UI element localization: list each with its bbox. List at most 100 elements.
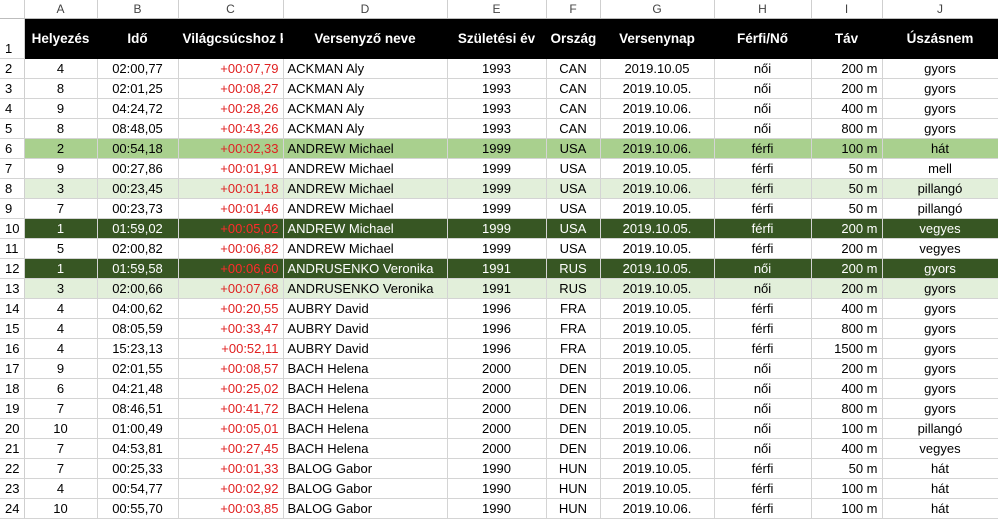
cell-distance[interactable]: 100 m bbox=[811, 138, 883, 159]
cell-birth-year[interactable]: 1999 bbox=[447, 218, 547, 239]
cell-distance[interactable]: 800 m bbox=[811, 398, 883, 419]
cell-world-record-delta[interactable]: +00:33,47 bbox=[178, 318, 284, 339]
cell-race-day[interactable]: 2019.10.06. bbox=[600, 378, 715, 399]
cell-stroke[interactable]: gyors bbox=[882, 338, 998, 359]
cell-gender[interactable]: női bbox=[714, 418, 812, 439]
row-number[interactable]: 23 bbox=[0, 478, 25, 499]
cell-distance[interactable]: 800 m bbox=[811, 118, 883, 139]
cell-distance[interactable]: 100 m bbox=[811, 418, 883, 439]
cell-time[interactable]: 02:00,77 bbox=[97, 58, 179, 79]
cell-position[interactable]: 8 bbox=[24, 118, 98, 139]
header-country[interactable]: Ország bbox=[546, 18, 601, 59]
cell-country[interactable]: FRA bbox=[546, 338, 601, 359]
column-letter-h[interactable]: H bbox=[714, 0, 812, 19]
cell-swimmer-name[interactable]: ANDREW Michael bbox=[283, 218, 448, 239]
cell-position[interactable]: 7 bbox=[24, 398, 98, 419]
cell-distance[interactable]: 50 m bbox=[811, 198, 883, 219]
cell-swimmer-name[interactable]: BACH Helena bbox=[283, 398, 448, 419]
cell-distance[interactable]: 400 m bbox=[811, 438, 883, 459]
cell-world-record-delta[interactable]: +00:01,18 bbox=[178, 178, 284, 199]
cell-country[interactable]: RUS bbox=[546, 278, 601, 299]
cell-stroke[interactable]: gyors bbox=[882, 298, 998, 319]
cell-gender[interactable]: férfi bbox=[714, 498, 812, 519]
cell-country[interactable]: USA bbox=[546, 138, 601, 159]
cell-position[interactable]: 9 bbox=[24, 158, 98, 179]
cell-distance[interactable]: 400 m bbox=[811, 98, 883, 119]
column-letter-f[interactable]: F bbox=[546, 0, 601, 19]
cell-gender[interactable]: férfi bbox=[714, 158, 812, 179]
cell-race-day[interactable]: 2019.10.05. bbox=[600, 218, 715, 239]
cell-swimmer-name[interactable]: BALOG Gabor bbox=[283, 498, 448, 519]
cell-race-day[interactable]: 2019.10.06. bbox=[600, 398, 715, 419]
cell-race-day[interactable]: 2019.10.06. bbox=[600, 118, 715, 139]
cell-position[interactable]: 2 bbox=[24, 138, 98, 159]
cell-birth-year[interactable]: 1993 bbox=[447, 98, 547, 119]
cell-position[interactable]: 3 bbox=[24, 278, 98, 299]
cell-world-record-delta[interactable]: +00:02,92 bbox=[178, 478, 284, 499]
cell-country[interactable]: DEN bbox=[546, 358, 601, 379]
cell-gender[interactable]: férfi bbox=[714, 178, 812, 199]
cell-gender[interactable]: női bbox=[714, 378, 812, 399]
row-number[interactable]: 13 bbox=[0, 278, 25, 299]
cell-time[interactable]: 04:21,48 bbox=[97, 378, 179, 399]
cell-distance[interactable]: 200 m bbox=[811, 238, 883, 259]
cell-birth-year[interactable]: 1990 bbox=[447, 498, 547, 519]
cell-country[interactable]: CAN bbox=[546, 118, 601, 139]
cell-gender[interactable]: férfi bbox=[714, 198, 812, 219]
cell-birth-year[interactable]: 1993 bbox=[447, 78, 547, 99]
cell-time[interactable]: 01:59,02 bbox=[97, 218, 179, 239]
cell-race-day[interactable]: 2019.10.05. bbox=[600, 198, 715, 219]
cell-stroke[interactable]: gyors bbox=[882, 398, 998, 419]
cell-time[interactable]: 08:05,59 bbox=[97, 318, 179, 339]
cell-distance[interactable]: 200 m bbox=[811, 218, 883, 239]
cell-distance[interactable]: 800 m bbox=[811, 318, 883, 339]
cell-world-record-delta[interactable]: +00:02,33 bbox=[178, 138, 284, 159]
column-letter-e[interactable]: E bbox=[447, 0, 547, 19]
cell-world-record-delta[interactable]: +00:41,72 bbox=[178, 398, 284, 419]
cell-position[interactable]: 5 bbox=[24, 238, 98, 259]
cell-gender[interactable]: férfi bbox=[714, 338, 812, 359]
cell-gender[interactable]: férfi bbox=[714, 238, 812, 259]
cell-stroke[interactable]: gyors bbox=[882, 278, 998, 299]
cell-stroke[interactable]: gyors bbox=[882, 358, 998, 379]
header-birth-year[interactable]: Születési év bbox=[447, 18, 547, 59]
cell-race-day[interactable]: 2019.10.05 bbox=[600, 58, 715, 79]
row-number[interactable]: 1 bbox=[0, 18, 25, 59]
cell-country[interactable]: USA bbox=[546, 178, 601, 199]
column-letter-i[interactable]: I bbox=[811, 0, 883, 19]
cell-distance[interactable]: 100 m bbox=[811, 478, 883, 499]
cell-position[interactable]: 6 bbox=[24, 378, 98, 399]
cell-swimmer-name[interactable]: BACH Helena bbox=[283, 358, 448, 379]
cell-world-record-delta[interactable]: +00:28,26 bbox=[178, 98, 284, 119]
cell-stroke[interactable]: pillangó bbox=[882, 198, 998, 219]
cell-swimmer-name[interactable]: ACKMAN Aly bbox=[283, 118, 448, 139]
cell-stroke[interactable]: pillangó bbox=[882, 418, 998, 439]
cell-distance[interactable]: 50 m bbox=[811, 178, 883, 199]
cell-birth-year[interactable]: 2000 bbox=[447, 398, 547, 419]
row-number[interactable]: 12 bbox=[0, 258, 25, 279]
cell-gender[interactable]: férfi bbox=[714, 458, 812, 479]
cell-position[interactable]: 1 bbox=[24, 218, 98, 239]
cell-world-record-delta[interactable]: +00:01,91 bbox=[178, 158, 284, 179]
row-number[interactable]: 8 bbox=[0, 178, 25, 199]
cell-stroke[interactable]: gyors bbox=[882, 58, 998, 79]
cell-swimmer-name[interactable]: ACKMAN Aly bbox=[283, 98, 448, 119]
cell-race-day[interactable]: 2019.10.05. bbox=[600, 78, 715, 99]
cell-race-day[interactable]: 2019.10.06. bbox=[600, 138, 715, 159]
cell-position[interactable]: 7 bbox=[24, 198, 98, 219]
cell-birth-year[interactable]: 1991 bbox=[447, 278, 547, 299]
cell-race-day[interactable]: 2019.10.05. bbox=[600, 258, 715, 279]
cell-birth-year[interactable]: 1996 bbox=[447, 298, 547, 319]
cell-stroke[interactable]: hát bbox=[882, 478, 998, 499]
cell-race-day[interactable]: 2019.10.05. bbox=[600, 458, 715, 479]
cell-position[interactable]: 7 bbox=[24, 458, 98, 479]
cell-time[interactable]: 04:00,62 bbox=[97, 298, 179, 319]
cell-distance[interactable]: 50 m bbox=[811, 458, 883, 479]
cell-gender[interactable]: női bbox=[714, 438, 812, 459]
cell-country[interactable]: FRA bbox=[546, 298, 601, 319]
cell-swimmer-name[interactable]: ANDREW Michael bbox=[283, 238, 448, 259]
row-number[interactable]: 3 bbox=[0, 78, 25, 99]
row-number[interactable]: 11 bbox=[0, 238, 25, 259]
cell-country[interactable]: DEN bbox=[546, 398, 601, 419]
cell-position[interactable]: 8 bbox=[24, 78, 98, 99]
